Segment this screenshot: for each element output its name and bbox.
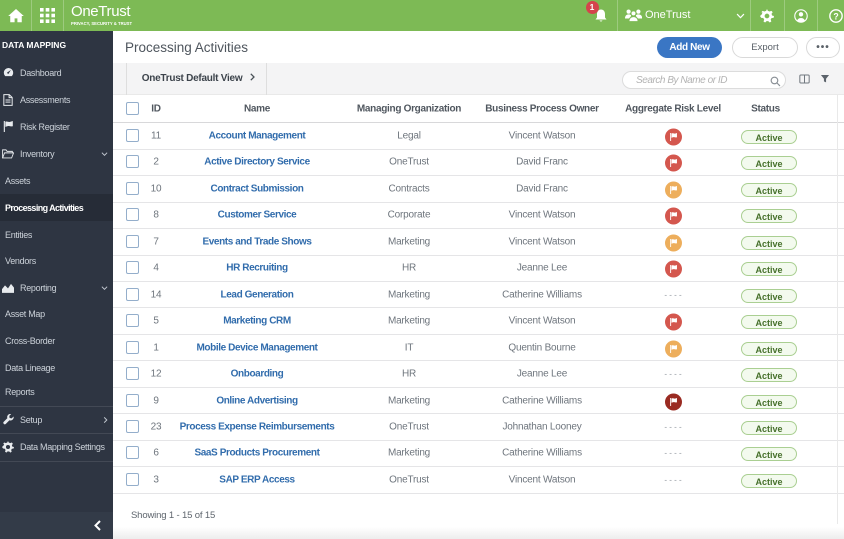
svg-text:?: ? xyxy=(833,11,838,21)
